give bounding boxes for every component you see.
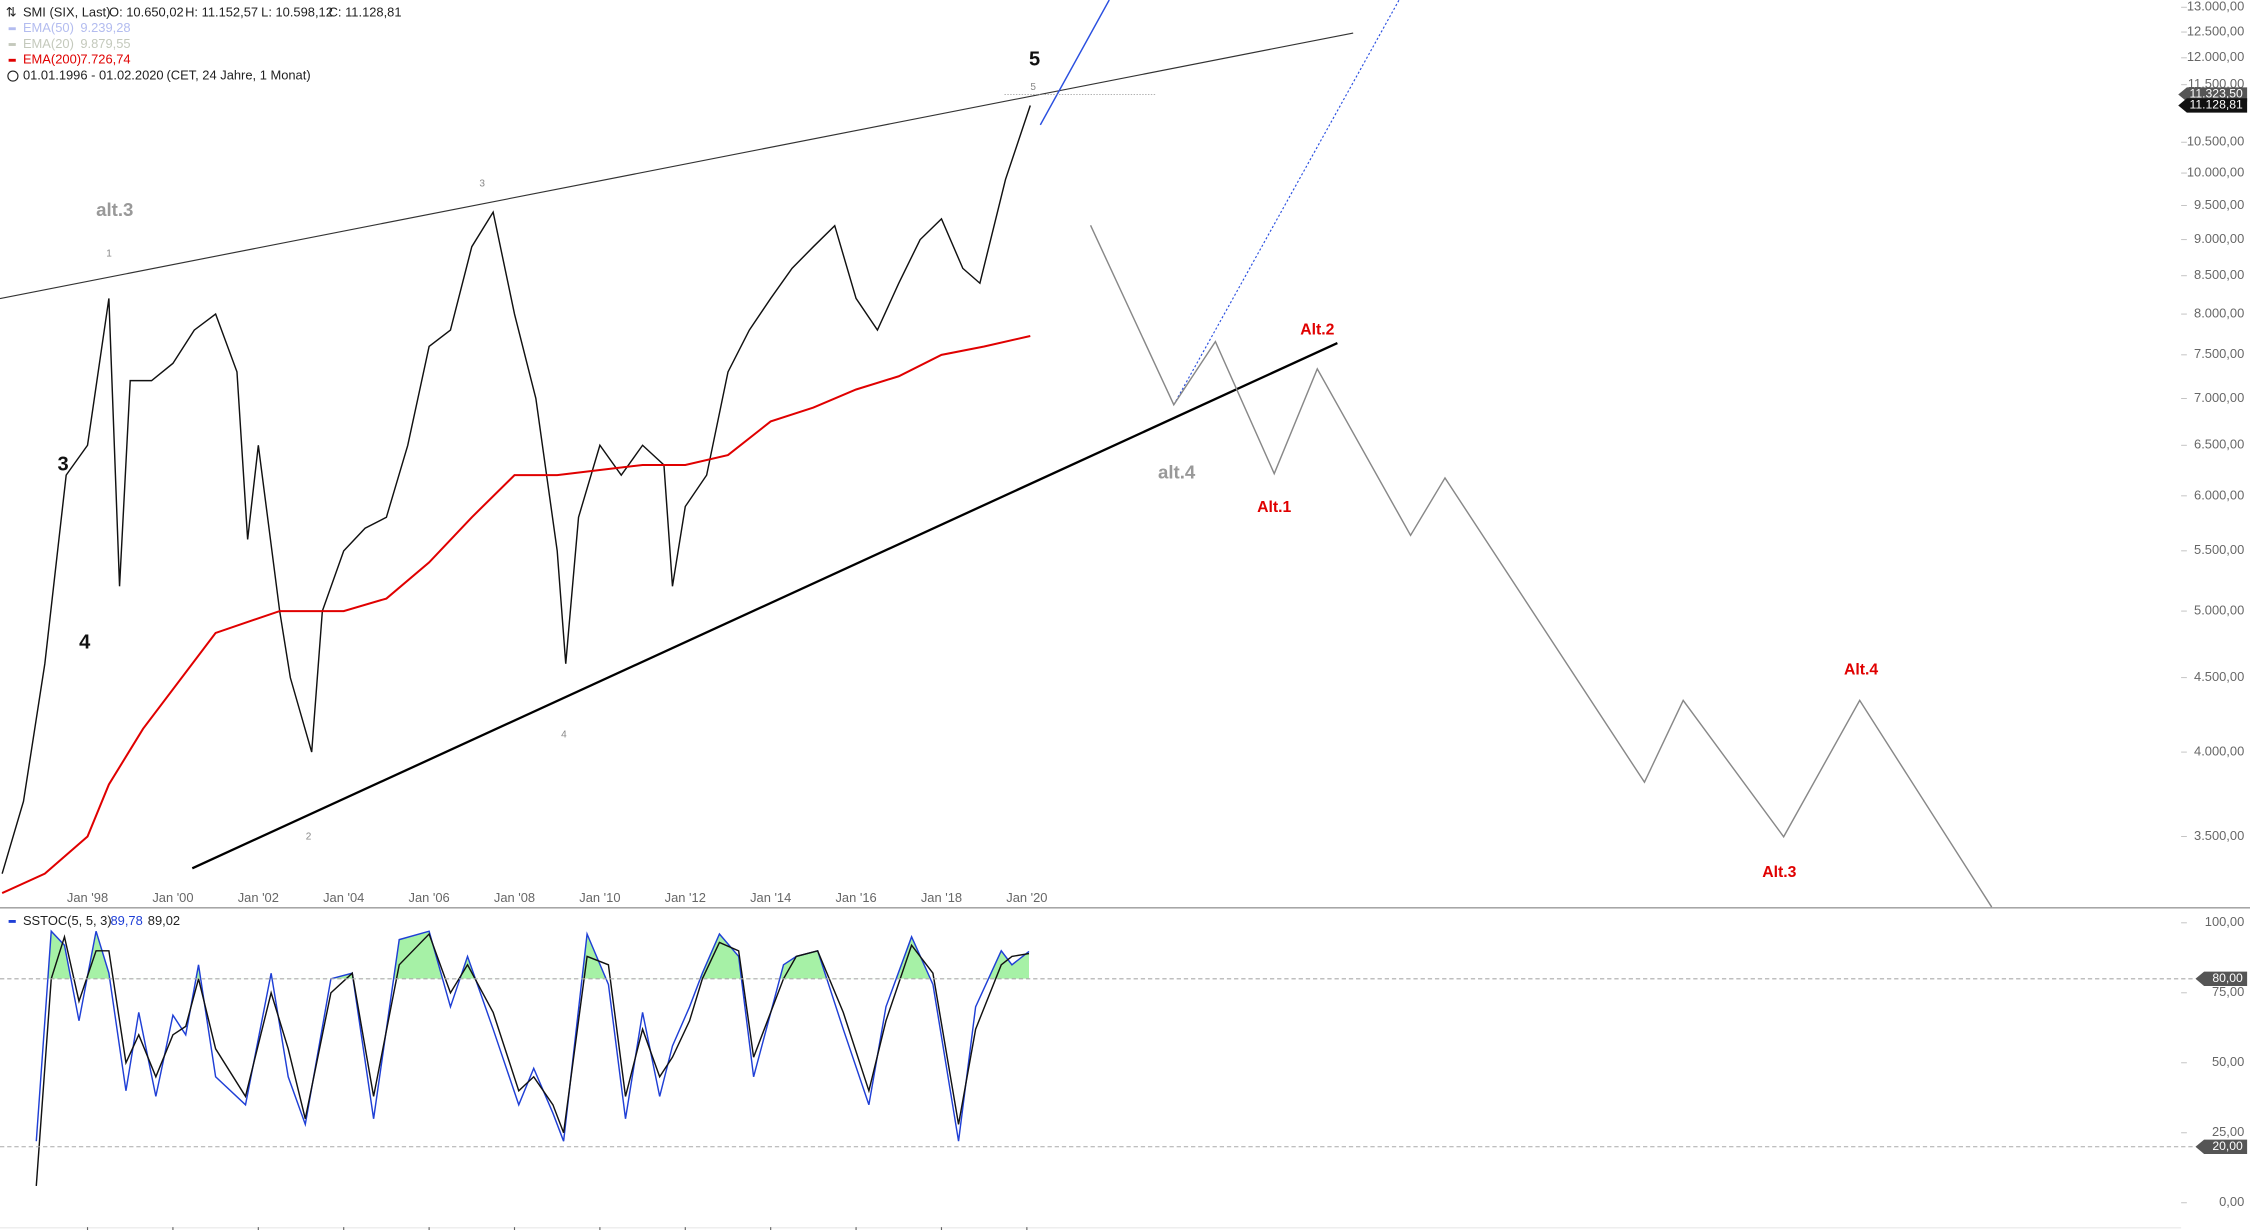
level-tag xyxy=(2195,1139,2248,1154)
y-tick-label: 9.500,00 xyxy=(2194,197,2244,212)
y-tick-label: 100,00 xyxy=(2205,914,2244,929)
legend-name: EMA(50) xyxy=(23,20,74,35)
wave-label: alt.3 xyxy=(96,199,133,220)
x-tick-label: Jan '10 xyxy=(579,890,620,905)
stoch-d-value: 89,02 xyxy=(148,913,180,928)
x-tick-label: Jan '20 xyxy=(1006,890,1047,905)
blue-dotted-line xyxy=(1173,0,1400,406)
y-tick-label: 12.500,00 xyxy=(2187,23,2244,38)
wave-label: 2 xyxy=(306,831,312,842)
y-tick-label: 4.000,00 xyxy=(2194,743,2244,758)
x-tick-label: Jan '08 xyxy=(494,890,535,905)
x-tick-label: Jan '16 xyxy=(835,890,876,905)
y-tick-label: 4.500,00 xyxy=(2194,669,2244,684)
symbol-title: SMI (SIX, Last) xyxy=(23,4,110,19)
period-info: (CET, 24 Jahre, 1 Monat) xyxy=(166,67,310,82)
series-line xyxy=(1,335,1031,895)
series-line xyxy=(35,932,1030,1187)
wave-label: 1 xyxy=(106,249,112,260)
y-tick-label: 7.000,00 xyxy=(2194,390,2244,405)
stoch-k-value: 89,78 xyxy=(110,913,142,928)
x-tick-label: Jan '14 xyxy=(750,890,791,905)
price-tag xyxy=(2178,87,2248,102)
ohlc-high: H: 11.152,57 xyxy=(185,4,258,19)
level-tag-label: 80,00 xyxy=(2212,971,2243,985)
x-tick-label: Jan '04 xyxy=(323,890,364,905)
y-tick-label: 10.000,00 xyxy=(2187,164,2244,179)
level-tag xyxy=(2195,971,2248,986)
price-tag xyxy=(2178,98,2248,113)
wave-label: 5 xyxy=(1030,82,1036,93)
alt-label: Alt.1 xyxy=(1257,499,1291,516)
legend-value: 9.239,28 xyxy=(80,20,130,35)
period-range: 01.01.1996 - 01.02.2020 xyxy=(23,67,164,82)
y-tick-label: 6.000,00 xyxy=(2194,487,2244,502)
y-tick-label: 8.000,00 xyxy=(2194,305,2244,320)
blue-trendline xyxy=(1039,0,1110,126)
y-tick-label: 7.500,00 xyxy=(2194,346,2244,361)
y-tick-label: 50,00 xyxy=(2212,1054,2244,1069)
ohlc-low: L: 10.598,12 xyxy=(261,4,333,19)
wave-label: 3 xyxy=(58,453,69,475)
legend-name: EMA(200) xyxy=(23,52,81,67)
wave-label: 5 xyxy=(1029,49,1040,71)
price-tag-label: 11.323,50 xyxy=(2190,87,2244,101)
wave-label: 4 xyxy=(561,729,567,740)
y-tick-label: 5.000,00 xyxy=(2194,602,2244,617)
x-tick-label: Jan '18 xyxy=(921,890,962,905)
alt-label: Alt.4 xyxy=(1844,661,1878,678)
y-tick-label: 3.500,00 xyxy=(2194,828,2244,843)
wave-label: 4 xyxy=(79,631,91,653)
annotations: 5 3 4 alt.3 alt.4 1 3 4 2 5 Alt.2 Alt.1 … xyxy=(58,49,1879,881)
x-tick-label: Jan '98 xyxy=(67,890,108,905)
wave-label: 3 xyxy=(479,178,485,189)
legend-value: 7.726,74 xyxy=(80,52,130,67)
series-line xyxy=(1,105,1031,874)
symbol-icon: ⇅ xyxy=(6,4,17,19)
legend-name: EMA(20) xyxy=(23,36,74,51)
lower-trendline xyxy=(191,341,1338,870)
x-tick-label: Jan '00 xyxy=(152,890,193,905)
alt-label: Alt.2 xyxy=(1300,321,1334,338)
y-tick-label: 0,00 xyxy=(2219,1194,2244,1209)
ohlc-open: O: 10.650,02 xyxy=(109,4,184,19)
upper-trendline xyxy=(0,32,1354,300)
stoch-title: SSTOC(5, 5, 3) xyxy=(23,913,112,928)
alt-label: Alt.3 xyxy=(1762,864,1796,881)
y-tick-label: 8.500,00 xyxy=(2194,267,2244,282)
wave-label: alt.4 xyxy=(1158,462,1196,483)
y-tick-label: 25,00 xyxy=(2212,1124,2244,1139)
y-tick-label: 9.000,00 xyxy=(2194,231,2244,246)
overbought-fill xyxy=(36,931,1030,979)
x-tick-label: Jan '06 xyxy=(408,890,449,905)
drawings xyxy=(0,0,1993,908)
y-tick-label: 75,00 xyxy=(2212,984,2244,999)
x-tick-label: Jan '12 xyxy=(665,890,706,905)
x-tick-label: Jan '02 xyxy=(238,890,279,905)
y-tick-label: 6.500,00 xyxy=(2194,437,2244,452)
legend-value: 9.879,55 xyxy=(80,36,130,51)
y-tick-label: 13.000,00 xyxy=(2187,0,2244,14)
y-tick-label: 5.500,00 xyxy=(2194,542,2244,557)
price-tag-label: 11.128,81 xyxy=(2190,98,2244,112)
clock-icon xyxy=(7,70,19,82)
ohlc-close: C: 11.128,81 xyxy=(329,4,402,19)
level-tag-label: 20,00 xyxy=(2212,1139,2243,1153)
series-line xyxy=(35,929,1030,1142)
y-tick-label: 12.000,00 xyxy=(2187,49,2244,64)
y-tick-label: 10.500,00 xyxy=(2187,134,2244,149)
projection-path xyxy=(1089,225,1993,908)
